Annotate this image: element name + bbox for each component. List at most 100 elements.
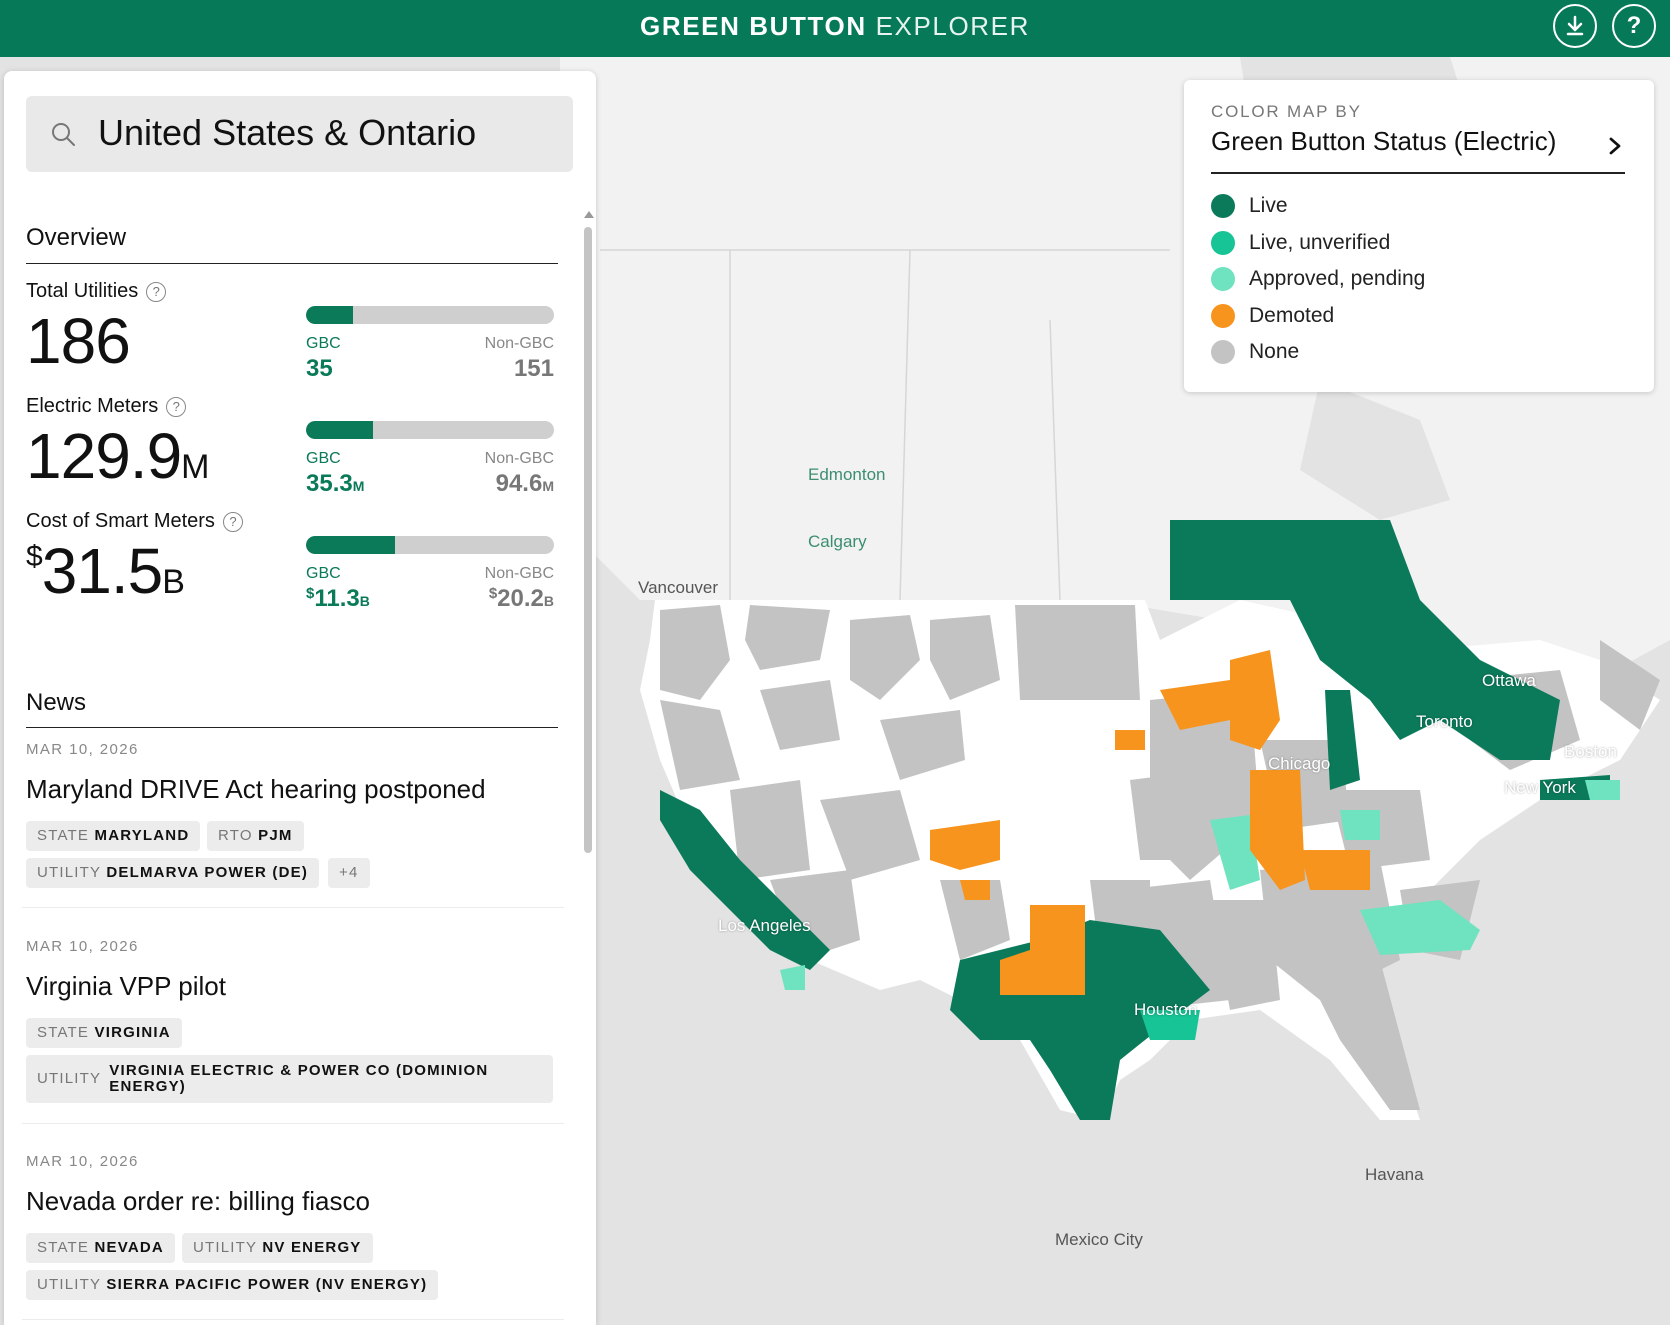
non-gbc-label: Non-GBC <box>484 565 554 582</box>
non-gbc-value: 94.6M <box>496 470 554 498</box>
news-separator <box>22 1123 564 1124</box>
tag-value: SIERRA PACIFIC POWER (NV ENERGY) <box>106 1276 428 1293</box>
gbc-bar-fill <box>306 536 396 554</box>
color-map-selector[interactable]: Green Button Status (Electric) <box>1211 126 1557 156</box>
non-gbc-value: 151 <box>514 355 554 383</box>
legend-item[interactable]: Live, unverified <box>1211 230 1391 255</box>
gbc-bar-cost-smart-meters <box>306 536 554 554</box>
scroll-up-arrow-icon[interactable] <box>584 211 594 218</box>
non-gbc-number: 94.6 <box>495 470 543 497</box>
city-label-los-angeles: Los Angeles <box>718 916 811 935</box>
news-date: MAR 10, 2026 <box>26 938 139 955</box>
city-label-chicago: Chicago <box>1268 754 1331 773</box>
tag-utility[interactable]: UTILITY DELMARVA POWER (DE) <box>26 858 320 888</box>
non-gbc-unit: B <box>543 593 554 609</box>
news-separator <box>22 907 564 908</box>
legend-label: Live <box>1249 194 1288 217</box>
news-date: MAR 10, 2026 <box>26 1153 139 1170</box>
stat-label-text: Electric Meters <box>26 395 159 417</box>
app-title-bold: GREEN BUTTON <box>640 11 867 41</box>
stat-label-text: Total Utilities <box>26 280 139 302</box>
tag-key: UTILITY <box>37 1070 102 1087</box>
city-label-havana: Havana <box>1365 1165 1424 1184</box>
legend-item[interactable]: Live <box>1211 194 1288 218</box>
news-item[interactable]: MAR 10, 2026 Virginia VPP pilot <box>26 938 566 1002</box>
non-gbc-number: 151 <box>513 355 554 382</box>
tag-key: UTILITY <box>193 1239 257 1256</box>
legend-item[interactable]: Approved, pending <box>1211 267 1425 291</box>
legend-label: Live, unverified <box>1249 230 1391 254</box>
tag-state[interactable]: STATE VIRGINIA <box>26 1018 182 1048</box>
gbc-number: 35.3 <box>306 470 353 497</box>
stat-label-text: Cost of Smart Meters <box>26 510 215 532</box>
legend-kicker: COLOR MAP BY <box>1211 102 1362 121</box>
news-date: MAR 10, 2026 <box>26 741 139 758</box>
help-circle-icon[interactable]: ? <box>146 281 167 302</box>
search-icon <box>52 123 75 146</box>
gbc-value: 35 <box>306 355 333 383</box>
tag-state[interactable]: STATE MARYLAND <box>26 821 201 851</box>
tag-more-count: +4 <box>339 864 359 881</box>
download-button[interactable] <box>1553 4 1597 48</box>
non-gbc-number: 20.2 <box>497 585 544 612</box>
news-divider <box>26 727 558 728</box>
search-input[interactable]: United States & Ontario <box>26 96 573 172</box>
legend-divider <box>1211 172 1625 174</box>
tag-value: PJM <box>258 827 293 844</box>
legend-item[interactable]: Demoted <box>1211 303 1334 328</box>
download-icon <box>1566 15 1584 36</box>
news-headline[interactable]: Nevada order re: billing fiasco <box>26 1186 370 1216</box>
stat-number: 31.5 <box>41 535 164 607</box>
tag-key: STATE <box>37 827 90 844</box>
chevron-right-icon[interactable] <box>1608 136 1622 156</box>
non-gbc-currency: $ <box>488 585 498 602</box>
legend-swatch-icon <box>1211 194 1235 218</box>
top-bar: GREEN BUTTON EXPLORER ? <box>0 0 1670 57</box>
legend-label: None <box>1249 340 1300 363</box>
tag-more[interactable]: +4 <box>328 858 370 888</box>
gbc-bar-fill <box>306 306 354 324</box>
stat-value-total-utilities: 186 <box>26 304 131 378</box>
gbc-currency: $ <box>306 585 315 602</box>
help-circle-icon[interactable]: ? <box>166 396 187 417</box>
scrollbar-thumb[interactable] <box>584 227 592 853</box>
city-label-houston: Houston <box>1134 1000 1198 1019</box>
tag-value: VIRGINIA <box>94 1024 171 1041</box>
gbc-label: GBC <box>306 565 341 582</box>
demoted-regions <box>930 650 1370 995</box>
news-item[interactable]: MAR 10, 2026 Maryland DRIVE Act hearing … <box>26 741 566 805</box>
news-item[interactable]: MAR 10, 2026 Nevada order re: billing fi… <box>26 1153 566 1217</box>
help-icon: ? <box>1626 12 1642 39</box>
non-gbc-unit: M <box>542 478 554 494</box>
stat-value-cost-smart-meters: $31.5B <box>26 534 185 608</box>
gbc-value: $11.3B <box>306 585 370 613</box>
help-circle-icon[interactable]: ? <box>222 511 243 532</box>
legend-swatch-icon <box>1211 340 1235 364</box>
legend-swatch-icon <box>1211 230 1235 255</box>
tag-utility[interactable]: UTILITY NV ENERGY <box>182 1233 373 1263</box>
approved-regions <box>780 780 1620 990</box>
legend-item[interactable]: None <box>1211 340 1299 364</box>
city-label-ottawa: Ottawa <box>1482 671 1536 690</box>
city-label-mexico-city: Mexico City <box>1055 1230 1143 1249</box>
tag-utility[interactable]: UTILITY VIRGINIA ELECTRIC & POWER CO (DOM… <box>26 1055 553 1103</box>
tag-state[interactable]: STATE NEVADA <box>26 1233 175 1263</box>
tag-rto[interactable]: RTO PJM <box>207 821 304 851</box>
city-label-new-york: New York <box>1504 778 1576 797</box>
city-label-edmonton: Edmonton <box>808 465 886 484</box>
news-title: News <box>26 689 87 716</box>
legend-swatch-icon <box>1211 303 1235 328</box>
stat-label-cost-smart-meters: Cost of Smart Meters ? <box>26 510 243 533</box>
news-headline[interactable]: Virginia VPP pilot <box>26 971 226 1001</box>
news-headline[interactable]: Maryland DRIVE Act hearing postponed <box>26 774 486 804</box>
stat-unit: M <box>181 448 210 486</box>
stat-number: 186 <box>26 305 131 377</box>
gbc-label: GBC <box>306 450 341 467</box>
app-title: GREEN BUTTON EXPLORER <box>0 0 1670 57</box>
stat-value-electric-meters: 129.9M <box>26 419 209 493</box>
help-button[interactable]: ? <box>1612 4 1656 48</box>
tag-key: UTILITY <box>37 1276 101 1293</box>
stat-currency: $ <box>26 540 43 573</box>
city-label-boston: Boston <box>1564 742 1617 761</box>
tag-utility[interactable]: UTILITY SIERRA PACIFIC POWER (NV ENERGY) <box>26 1270 439 1300</box>
